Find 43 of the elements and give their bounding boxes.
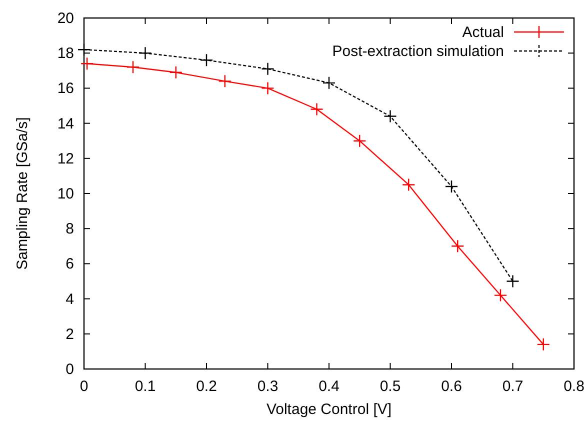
point: [218, 74, 232, 88]
point: [80, 57, 94, 70]
point: [200, 54, 214, 67]
x-tick-label: 0.1: [134, 378, 156, 395]
point: [310, 102, 324, 116]
x-tick-label: 0.5: [380, 378, 401, 395]
y-tick-label: 6: [66, 256, 74, 273]
y-tick-label: 8: [66, 220, 74, 238]
y-tick-label: 4: [66, 290, 74, 308]
x-tick-label: 0.8: [564, 378, 584, 395]
x-tick-label: 0: [80, 378, 88, 395]
point: [506, 274, 520, 288]
y-axis-title: Sampling Rate [GSa/s]: [14, 117, 31, 270]
x-tick-label: 0.3: [257, 378, 278, 395]
point: [126, 60, 140, 74]
x-tick-label: 0.6: [441, 378, 462, 395]
point: [444, 180, 458, 194]
point: [536, 338, 550, 352]
y-tick-label: 14: [57, 115, 74, 132]
y-tick-label: 12: [57, 150, 74, 168]
x-tick-label: 0.2: [196, 378, 217, 395]
point: [138, 46, 152, 60]
point: [261, 62, 274, 76]
x-tick-label: 0.7: [502, 378, 524, 395]
point: [77, 42, 91, 56]
point: [384, 110, 397, 123]
point: [169, 66, 182, 80]
y-tick-label: 16: [57, 80, 74, 98]
y-tick-label: 20: [57, 10, 74, 27]
y-tick-label: 10: [57, 186, 74, 202]
point: [451, 240, 464, 253]
y-tick-label: 18: [57, 45, 74, 62]
legend-label: Actual: [462, 24, 504, 41]
point: [322, 76, 336, 90]
point: [261, 82, 274, 95]
y-tick-label: 2: [66, 326, 74, 343]
point: [353, 134, 366, 148]
x-tick-label: 0.4: [318, 378, 340, 395]
point: [402, 178, 416, 192]
point: [494, 288, 508, 302]
x-axis-title: Voltage Control [V]: [266, 401, 392, 418]
legend-label: Post-extraction simulation: [332, 43, 504, 60]
y-tick-label: 0: [66, 361, 74, 378]
